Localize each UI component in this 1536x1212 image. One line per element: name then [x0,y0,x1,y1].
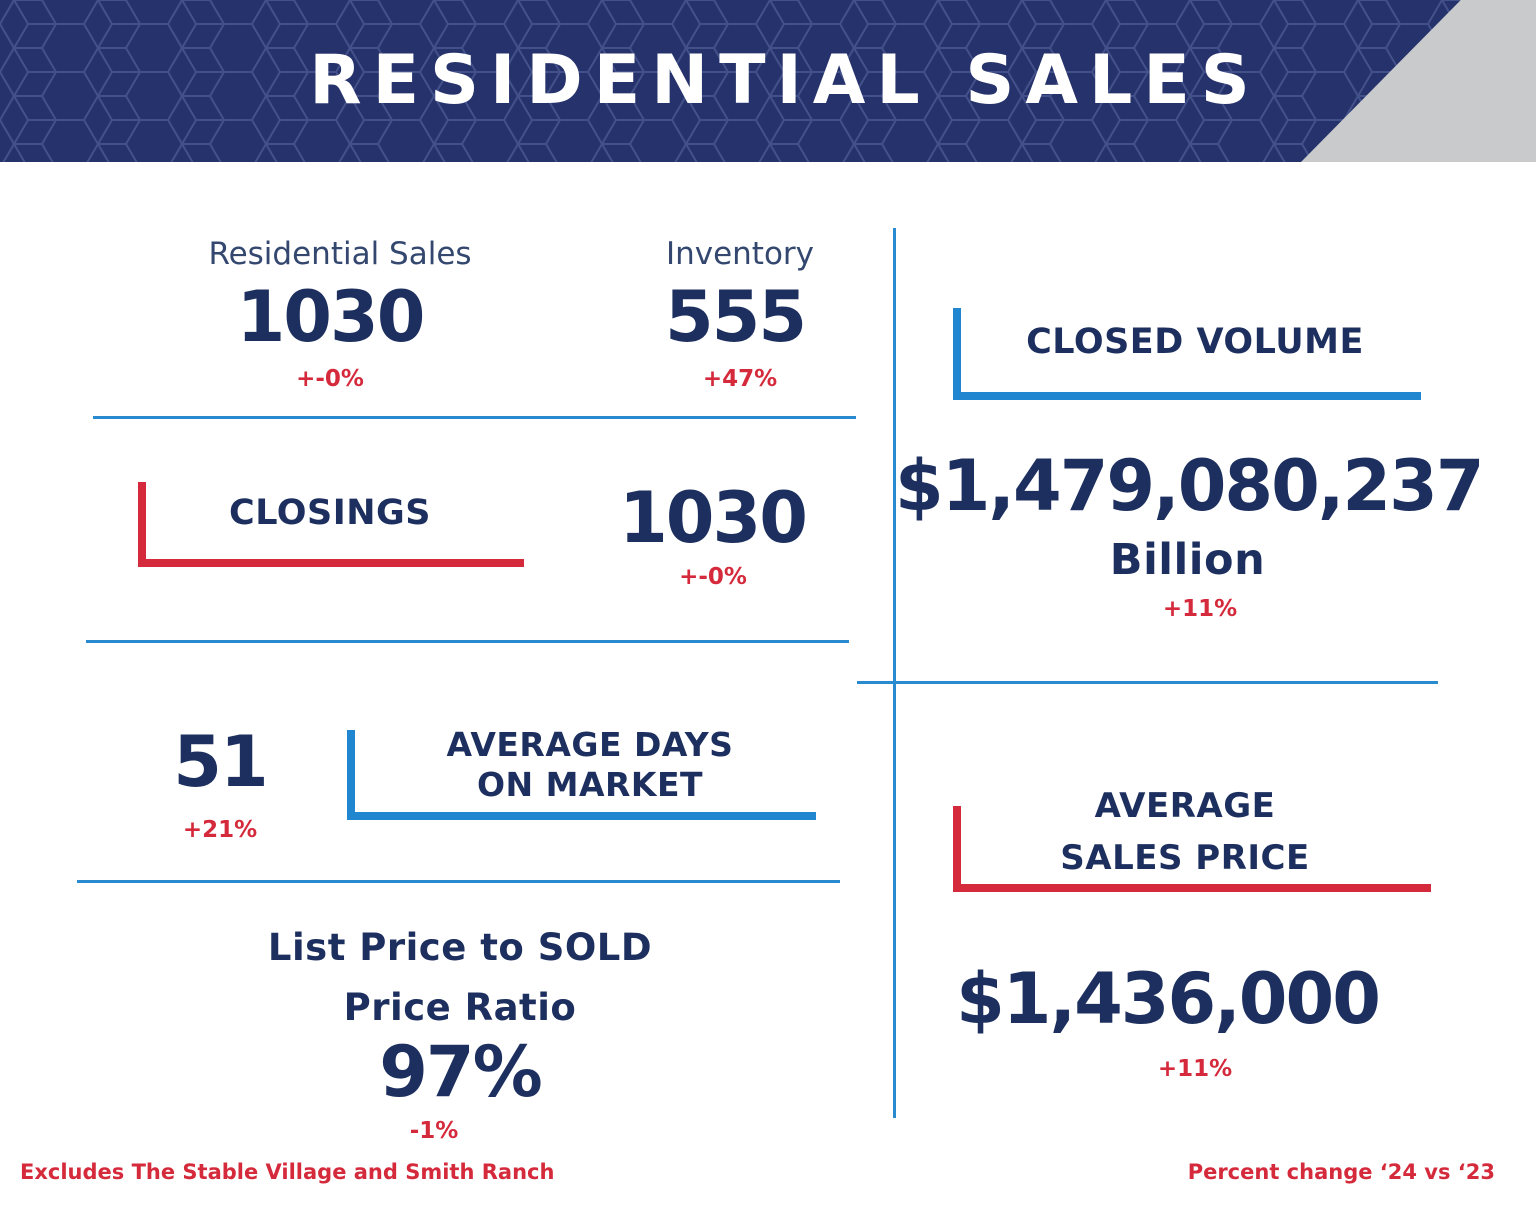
price-ratio-label-line2: Price Ratio [343,986,577,1029]
percent-change-note: Percent change ‘24 vs ‘23 [1187,1160,1495,1184]
days-on-market-value: 51 [173,721,268,803]
divider-line [86,640,849,643]
divider-line [93,416,856,419]
volume-bracket-vertical [953,308,961,400]
average-sales-price-change: +11% [1157,1056,1233,1082]
residential-sales-label: Residential Sales [208,236,472,272]
days-on-market-change: +21% [182,817,258,843]
closings-value: 1030 [619,477,808,559]
divider-line [857,681,1438,684]
closed-volume-label: CLOSED VOLUME [1026,322,1364,362]
residential-sales-change: +-0% [296,366,364,392]
closings-change: +-0% [679,564,747,590]
closed-volume-value: $1,479,080,237 [895,445,1485,527]
residential-sales-value: 1030 [236,276,426,358]
price-ratio-value: 97% [379,1031,543,1113]
header-banner: RESIDENTIAL SALES [0,0,1536,162]
inventory-change: +47% [702,366,778,392]
price-ratio-label-line1: List Price to SOLD [267,926,653,969]
page-title: RESIDENTIAL SALES [309,41,1261,120]
closings-label: CLOSINGS [229,493,431,533]
avg-price-label-line2: SALES PRICE [1060,838,1310,878]
days-on-market-label: AVERAGE DAYS ON MARKET [380,725,800,805]
closings-bracket-horizontal [138,559,524,567]
geometric-pattern [0,0,1536,162]
average-sales-price-value: $1,436,000 [956,958,1381,1040]
days-label-line1: AVERAGE DAYS [446,725,734,764]
inventory-label: Inventory [665,236,815,272]
price-ratio-label: List Price to SOLD Price Ratio [200,918,720,1038]
avg-price-bracket-horizontal [953,884,1431,892]
days-label-line2: ON MARKET [476,765,704,804]
divider-line [77,880,840,883]
closed-volume-change: +11% [1162,596,1238,622]
closed-volume-unit: Billion [1109,535,1266,585]
inventory-value: 555 [664,276,807,358]
avg-price-label-line1: AVERAGE [1094,786,1276,826]
days-bracket-vertical [347,730,355,820]
average-sales-price-label: AVERAGE SALES PRICE [990,780,1380,884]
price-ratio-change: -1% [409,1118,459,1144]
avg-price-bracket-vertical [953,806,961,892]
volume-bracket-horizontal [953,392,1421,400]
vertical-divider [893,228,896,1118]
closings-bracket-vertical [138,482,146,566]
exclusions-note: Excludes The Stable Village and Smith Ra… [20,1160,555,1184]
days-bracket-horizontal [347,812,816,820]
